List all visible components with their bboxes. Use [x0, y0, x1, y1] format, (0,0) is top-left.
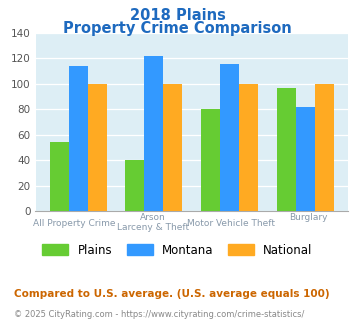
- Text: Arson: Arson: [140, 213, 165, 222]
- Bar: [163, 84, 182, 211]
- Bar: [220, 64, 239, 211]
- Text: 2018 Plains: 2018 Plains: [130, 8, 225, 23]
- Text: © 2025 CityRating.com - https://www.cityrating.com/crime-statistics/: © 2025 CityRating.com - https://www.city…: [14, 310, 305, 319]
- Bar: [315, 84, 334, 211]
- Bar: [125, 160, 144, 211]
- Text: Larceny & Theft: Larceny & Theft: [116, 223, 189, 232]
- Bar: [50, 143, 69, 211]
- Text: Motor Vehicle Theft: Motor Vehicle Theft: [187, 219, 275, 228]
- Text: Burglary: Burglary: [290, 213, 328, 222]
- Bar: [296, 107, 315, 211]
- Bar: [69, 66, 88, 211]
- Bar: [88, 84, 106, 211]
- Bar: [144, 56, 163, 211]
- Text: Compared to U.S. average. (U.S. average equals 100): Compared to U.S. average. (U.S. average …: [14, 289, 330, 299]
- Bar: [201, 109, 220, 211]
- Legend: Plains, Montana, National: Plains, Montana, National: [38, 239, 317, 261]
- Text: Property Crime Comparison: Property Crime Comparison: [63, 21, 292, 36]
- Text: All Property Crime: All Property Crime: [33, 219, 116, 228]
- Bar: [277, 88, 296, 211]
- Bar: [239, 84, 258, 211]
